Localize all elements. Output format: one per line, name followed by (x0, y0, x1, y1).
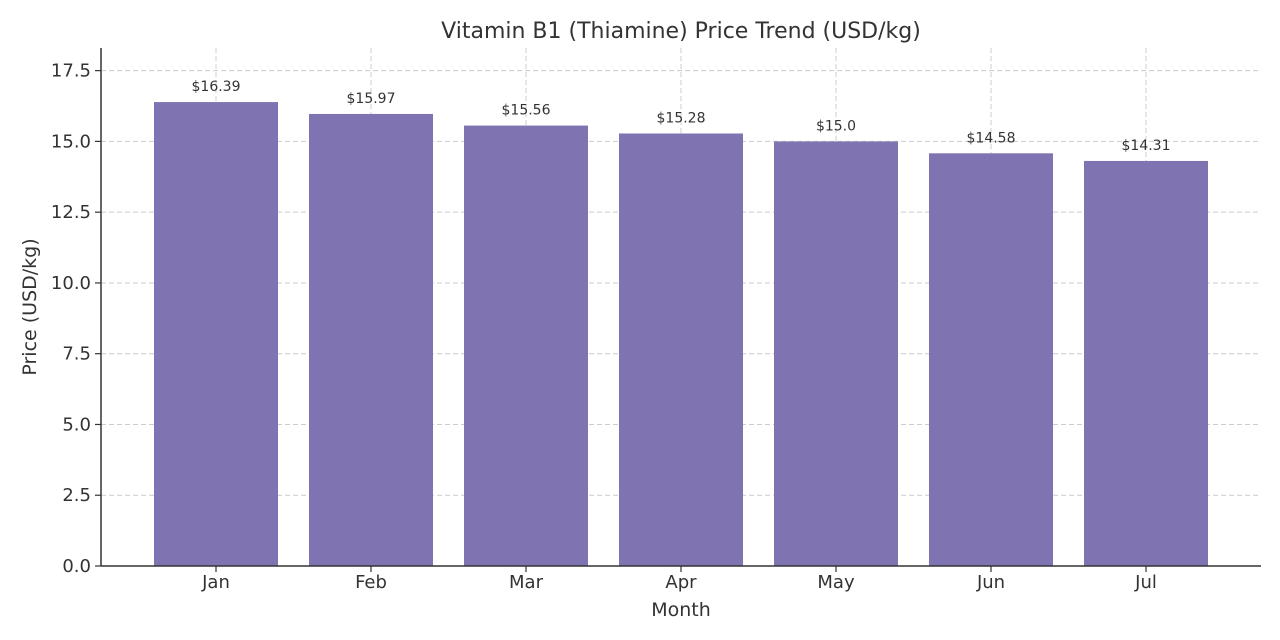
data-label: $14.31 (1122, 138, 1171, 154)
y-tick-label: 12.5 (51, 202, 91, 223)
y-tick-label: 0.0 (62, 556, 91, 577)
x-tick-label: May (817, 572, 855, 593)
bar-mar (464, 125, 588, 566)
data-label: $16.39 (192, 79, 241, 95)
y-tick-label: 7.5 (62, 344, 91, 365)
data-label: $14.58 (967, 130, 1016, 146)
x-tick-label: Jan (201, 572, 230, 593)
x-tick-label: Jul (1134, 572, 1157, 593)
y-tick-label: 15.0 (51, 131, 91, 152)
x-axis-label: Month (651, 599, 711, 621)
y-tick-label: 10.0 (51, 273, 91, 294)
x-tick-label: Jun (976, 572, 1005, 593)
x-tick-label: Mar (509, 572, 544, 593)
bar-feb (309, 113, 433, 566)
data-labels: $16.39 $15.97 $15.56 $15.28 $15.0 $14.58 $14.3… (192, 79, 1171, 154)
data-label: $15.56 (502, 103, 551, 119)
data-label: $15.0 (816, 118, 856, 134)
y-tick-label: 2.5 (62, 485, 91, 506)
x-tick-label: Feb (355, 572, 387, 593)
bar-jul (1084, 160, 1208, 566)
bar-jan (154, 102, 278, 566)
bar-apr (619, 133, 743, 567)
y-ticks: 0.0 2.5 5.0 7.5 10.0 12.5 15.0 17.5 (51, 61, 101, 577)
y-axis-label: Price (USD/kg) (19, 238, 41, 375)
bar-may (774, 141, 898, 566)
x-tick-label: Apr (665, 572, 697, 593)
x-ticks: Jan Feb Mar Apr May Jun Jul (201, 566, 1157, 593)
data-label: $15.28 (657, 110, 706, 126)
data-label: $15.97 (347, 91, 396, 107)
bar-jun (929, 153, 1053, 567)
y-tick-label: 5.0 (62, 414, 91, 435)
y-tick-label: 17.5 (51, 61, 91, 82)
bar-layer (154, 102, 1208, 567)
chart-title: Vitamin B1 (Thiamine) Price Trend (USD/k… (441, 19, 921, 44)
